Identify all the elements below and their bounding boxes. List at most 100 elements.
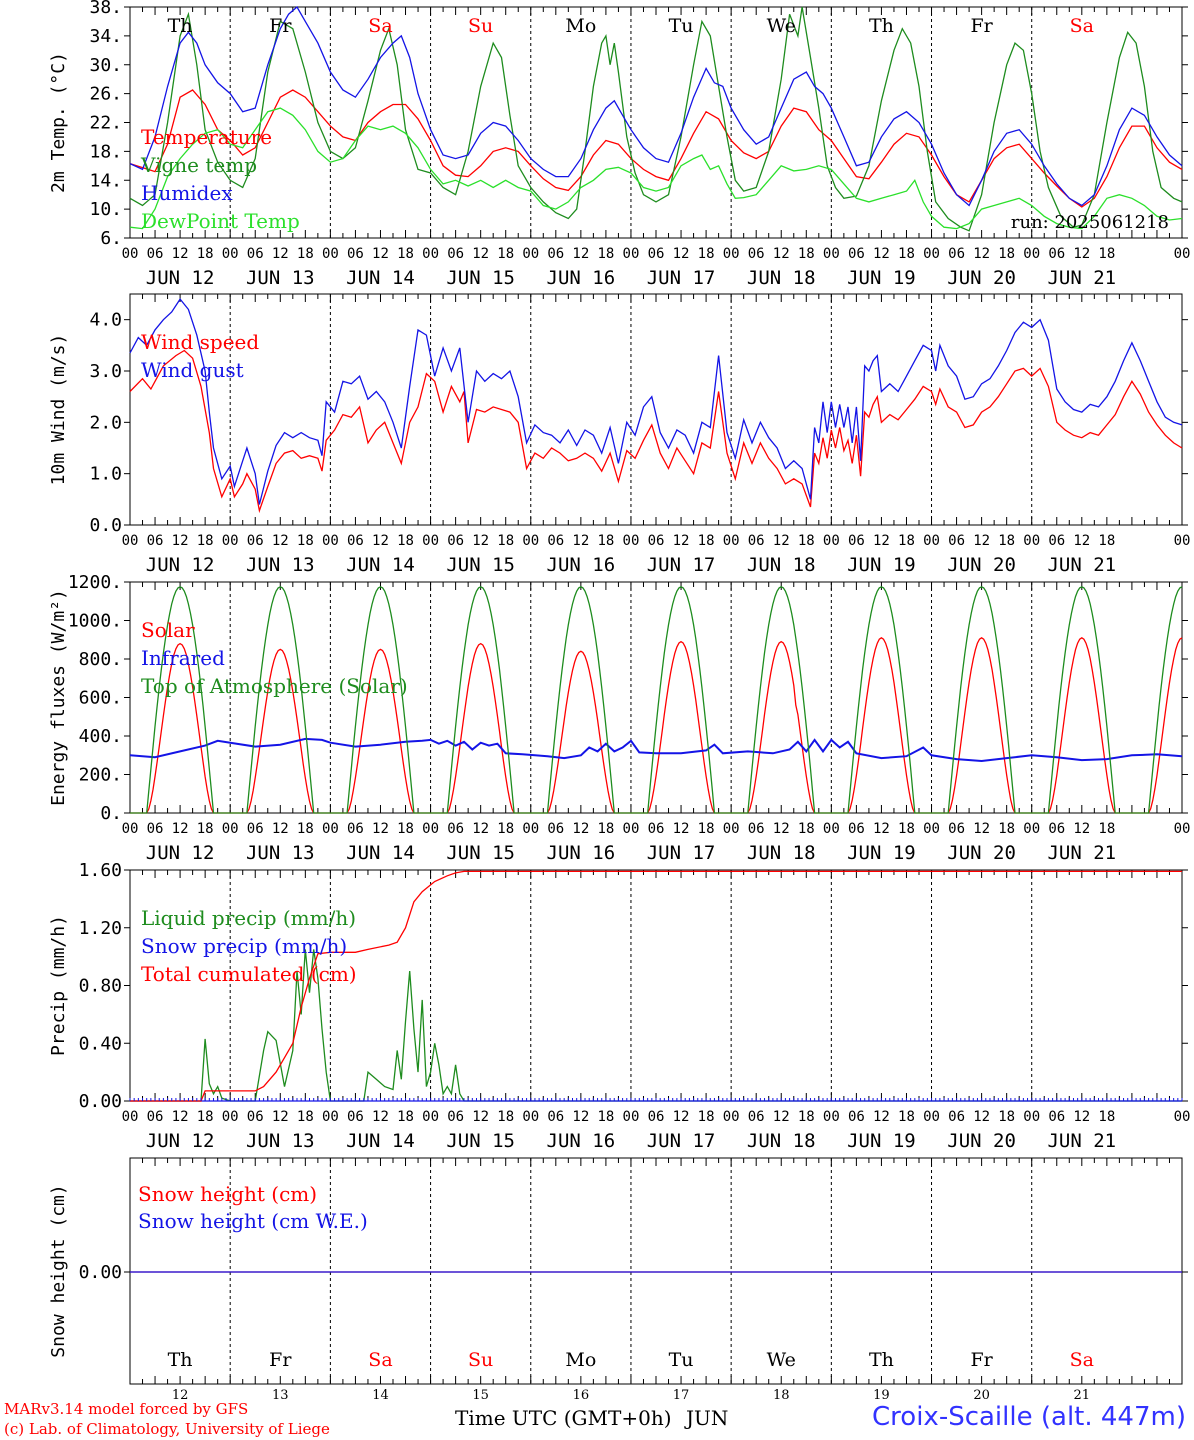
hour-tick-label: 18 — [1098, 1109, 1115, 1125]
hour-tick-label: 00 — [522, 533, 539, 549]
hour-tick-label: 18 — [397, 821, 414, 837]
y-axis-title: Energy fluxes (W/m²) — [48, 589, 69, 806]
date-label: JUN 16 — [547, 267, 616, 289]
y-axis-title: Precip (mm/h) — [48, 915, 69, 1056]
hour-tick-label: 12 — [372, 821, 389, 837]
y-tick-label: 22. — [89, 113, 122, 134]
y-tick-label: 0.80 — [79, 976, 122, 997]
y-tick-label: 1.20 — [79, 918, 122, 939]
legend-entry: Humidex — [141, 181, 233, 205]
hour-tick-label: 06 — [1048, 821, 1065, 837]
day-number: 13 — [272, 1388, 289, 1403]
y-tick-label: 1.0 — [89, 464, 122, 485]
hour-tick-label: 12 — [773, 1109, 790, 1125]
hour-tick-label: 06 — [347, 533, 364, 549]
hour-tick-label: 18 — [397, 1109, 414, 1125]
hour-tick-label: 12 — [1073, 246, 1090, 262]
date-label: JUN 18 — [747, 554, 816, 576]
y-tick-label: 14. — [89, 170, 122, 191]
date-label: JUN 14 — [346, 267, 415, 289]
hour-tick-label: 06 — [748, 246, 765, 262]
date-label: JUN 13 — [246, 1130, 315, 1152]
hour-tick-label: 18 — [798, 246, 815, 262]
y-tick-label: 600. — [79, 688, 122, 709]
weekday-label: Mo — [565, 15, 596, 37]
date-label: JUN 17 — [647, 267, 716, 289]
hour-tick-label: 18 — [197, 821, 214, 837]
date-label: JUN 21 — [1047, 554, 1116, 576]
panel-frame — [129, 6, 1183, 239]
series-line — [130, 586, 1183, 814]
hour-tick-label: 00 — [322, 533, 339, 549]
hour-tick-label: 00 — [923, 821, 940, 837]
weekday-label: Sa — [368, 1349, 392, 1371]
hour-tick-label: 00 — [623, 1109, 640, 1125]
hour-tick-label: 06 — [247, 821, 264, 837]
hour-tick-label: 12 — [472, 1109, 489, 1125]
hour-tick-label: 12 — [973, 1109, 990, 1125]
hour-tick-label: 00 — [623, 533, 640, 549]
hour-tick-label: 00 — [823, 246, 840, 262]
date-label: JUN 12 — [146, 554, 215, 576]
hour-tick-label: 12 — [372, 1109, 389, 1125]
hour-tick-label: 12 — [172, 533, 189, 549]
model-credit: MARv3.14 model forced by GFS — [4, 1400, 249, 1418]
hour-tick-label: 18 — [898, 821, 915, 837]
y-tick-label: 800. — [79, 649, 122, 670]
date-label: JUN 18 — [747, 1130, 816, 1152]
hour-tick-label: 12 — [873, 533, 890, 549]
series-line — [129, 89, 1183, 208]
hour-tick-label: 00 — [723, 246, 740, 262]
weekday-label: Mo — [565, 1349, 596, 1371]
hour-tick-label: 18 — [497, 821, 514, 837]
hour-tick-label: 18 — [798, 821, 815, 837]
hour-tick-label: 00 — [422, 1109, 439, 1125]
weekday-label: We — [767, 15, 796, 37]
date-label: JUN 13 — [246, 554, 315, 576]
hour-tick-label: 06 — [547, 533, 564, 549]
date-label: JUN 15 — [446, 554, 515, 576]
hour-tick-label: 18 — [397, 246, 414, 262]
date-label: JUN 17 — [647, 842, 716, 864]
y-tick-label: 26. — [89, 84, 122, 105]
weekday-label: Fr — [269, 15, 292, 37]
hour-tick-label: 12 — [272, 821, 289, 837]
weekday-label: Fr — [970, 1349, 993, 1371]
hour-tick-label: 12 — [572, 1109, 589, 1125]
station-name: Croix-Scaille (alt. 447m) — [872, 1402, 1186, 1432]
hour-tick-label: 00 — [1174, 821, 1191, 837]
hour-tick-label: 06 — [748, 1109, 765, 1125]
hour-tick-label: 18 — [497, 1109, 514, 1125]
legend-entry: Total cumulated (cm) — [141, 962, 357, 986]
hour-tick-label: 06 — [247, 246, 264, 262]
hour-tick-label: 12 — [673, 533, 690, 549]
y-tick-label: 1.60 — [79, 860, 122, 881]
hour-tick-label: 18 — [297, 246, 314, 262]
date-label: JUN 18 — [747, 842, 816, 864]
panel-frame — [129, 293, 1183, 526]
hour-tick-label: 18 — [1098, 821, 1115, 837]
hour-tick-label: 18 — [898, 246, 915, 262]
weekday-label: Th — [168, 1349, 193, 1371]
y-tick-label: 200. — [79, 765, 122, 786]
hour-tick-label: 00 — [122, 533, 139, 549]
weekday-label: Sa — [1070, 1349, 1094, 1371]
hour-tick-label: 00 — [522, 246, 539, 262]
hour-tick-label: 12 — [673, 1109, 690, 1125]
weekday-label: Tu — [669, 1349, 694, 1371]
hour-tick-label: 06 — [648, 821, 665, 837]
day-number: 16 — [573, 1388, 590, 1403]
date-label: JUN 14 — [346, 554, 415, 576]
y-axis-title: 2m Temp. (°C) — [48, 52, 69, 193]
hour-tick-label: 12 — [272, 1109, 289, 1125]
hour-tick-label: 00 — [422, 246, 439, 262]
hour-tick-label: 12 — [673, 821, 690, 837]
weekday-label: Fr — [970, 15, 993, 37]
date-label: JUN 20 — [947, 267, 1016, 289]
legend-entry: Snow height (cm) — [138, 1182, 317, 1206]
date-label: JUN 19 — [847, 554, 916, 576]
hour-tick-label: 06 — [1048, 246, 1065, 262]
hour-tick-label: 06 — [948, 821, 965, 837]
date-label: JUN 15 — [446, 267, 515, 289]
hour-tick-label: 00 — [823, 821, 840, 837]
